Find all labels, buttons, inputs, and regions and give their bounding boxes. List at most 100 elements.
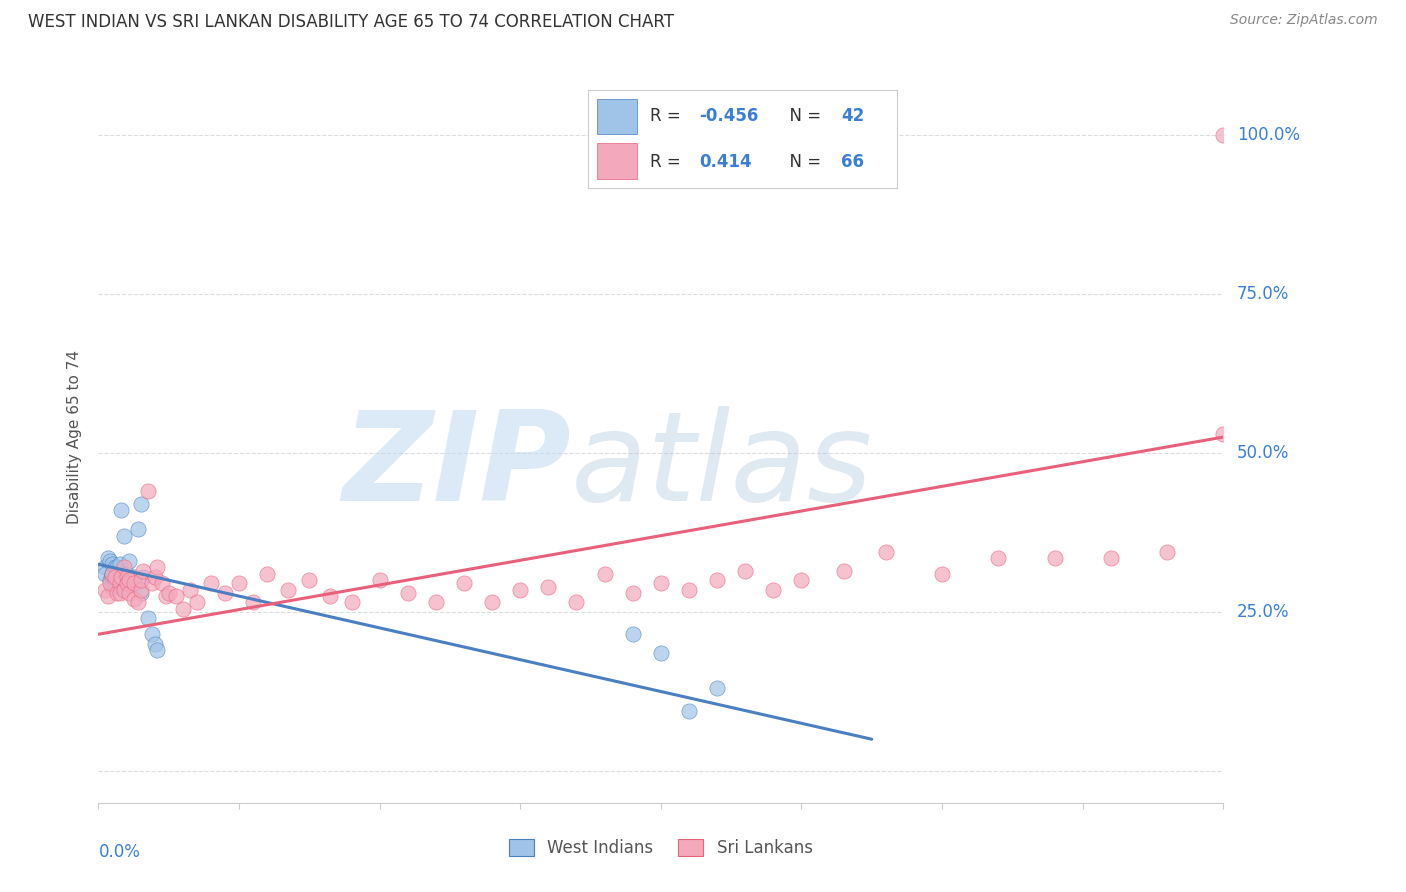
- Point: [129, 582, 152, 597]
- Point: [509, 582, 531, 597]
- Point: [157, 586, 180, 600]
- Point: [115, 580, 138, 594]
- Point: [481, 595, 503, 609]
- Point: [108, 576, 131, 591]
- Point: [537, 580, 560, 594]
- Point: [115, 566, 138, 581]
- Point: [1212, 128, 1234, 142]
- Point: [453, 576, 475, 591]
- Point: [112, 576, 135, 591]
- Point: [228, 576, 250, 591]
- Point: [762, 582, 785, 597]
- Point: [104, 570, 127, 584]
- Point: [132, 570, 155, 584]
- Point: [368, 573, 391, 587]
- Point: [118, 586, 141, 600]
- Point: [101, 570, 124, 584]
- Text: 75.0%: 75.0%: [1237, 285, 1289, 303]
- Point: [98, 554, 121, 568]
- Point: [104, 560, 127, 574]
- Point: [101, 580, 124, 594]
- Point: [112, 560, 135, 574]
- Point: [1212, 426, 1234, 441]
- Point: [277, 582, 299, 597]
- Point: [931, 566, 953, 581]
- Point: [179, 582, 201, 597]
- Point: [122, 570, 145, 584]
- Point: [1156, 544, 1178, 558]
- Point: [790, 573, 813, 587]
- Point: [734, 564, 756, 578]
- Point: [565, 595, 588, 609]
- Point: [101, 566, 124, 581]
- Point: [1043, 550, 1066, 565]
- Point: [165, 589, 187, 603]
- Point: [242, 595, 264, 609]
- Point: [987, 550, 1010, 565]
- Point: [319, 589, 342, 603]
- Point: [340, 595, 363, 609]
- Point: [129, 497, 152, 511]
- Text: Source: ZipAtlas.com: Source: ZipAtlas.com: [1230, 13, 1378, 28]
- Point: [118, 554, 141, 568]
- Point: [97, 589, 120, 603]
- Y-axis label: Disability Age 65 to 74: Disability Age 65 to 74: [67, 350, 83, 524]
- Point: [706, 681, 728, 696]
- Point: [146, 643, 169, 657]
- Point: [115, 570, 138, 584]
- Point: [115, 576, 138, 591]
- Point: [256, 566, 278, 581]
- Point: [98, 573, 121, 587]
- Point: [129, 573, 152, 587]
- Point: [172, 602, 194, 616]
- Point: [650, 646, 672, 660]
- Point: [110, 570, 132, 584]
- Point: [115, 570, 138, 584]
- Point: [298, 573, 321, 587]
- Point: [129, 586, 152, 600]
- Point: [108, 580, 131, 594]
- Point: [108, 586, 131, 600]
- Point: [118, 576, 141, 591]
- Point: [150, 576, 173, 591]
- Point: [678, 704, 700, 718]
- Point: [104, 576, 127, 591]
- Point: [875, 544, 897, 558]
- Point: [136, 484, 159, 499]
- Point: [425, 595, 447, 609]
- Point: [118, 573, 141, 587]
- Point: [101, 566, 124, 581]
- Point: [141, 627, 163, 641]
- Point: [105, 566, 128, 581]
- Legend: West Indians, Sri Lankans: West Indians, Sri Lankans: [502, 832, 820, 864]
- Point: [186, 595, 208, 609]
- Point: [101, 558, 124, 572]
- Point: [94, 560, 117, 574]
- Point: [832, 564, 855, 578]
- Point: [136, 611, 159, 625]
- Point: [127, 595, 149, 609]
- Point: [200, 576, 222, 591]
- Point: [115, 576, 138, 591]
- Point: [94, 582, 117, 597]
- Point: [155, 589, 177, 603]
- Point: [650, 576, 672, 591]
- Point: [112, 582, 135, 597]
- Point: [112, 529, 135, 543]
- Point: [98, 576, 121, 591]
- Point: [146, 560, 169, 574]
- Text: 25.0%: 25.0%: [1237, 603, 1289, 621]
- Point: [110, 503, 132, 517]
- Point: [214, 586, 236, 600]
- Point: [122, 576, 145, 591]
- Point: [706, 573, 728, 587]
- Point: [108, 558, 131, 572]
- Point: [141, 576, 163, 591]
- Point: [678, 582, 700, 597]
- Point: [101, 566, 124, 581]
- Point: [396, 586, 419, 600]
- Point: [97, 550, 120, 565]
- Text: 0.0%: 0.0%: [98, 843, 141, 861]
- Text: atlas: atlas: [571, 406, 873, 527]
- Point: [108, 576, 131, 591]
